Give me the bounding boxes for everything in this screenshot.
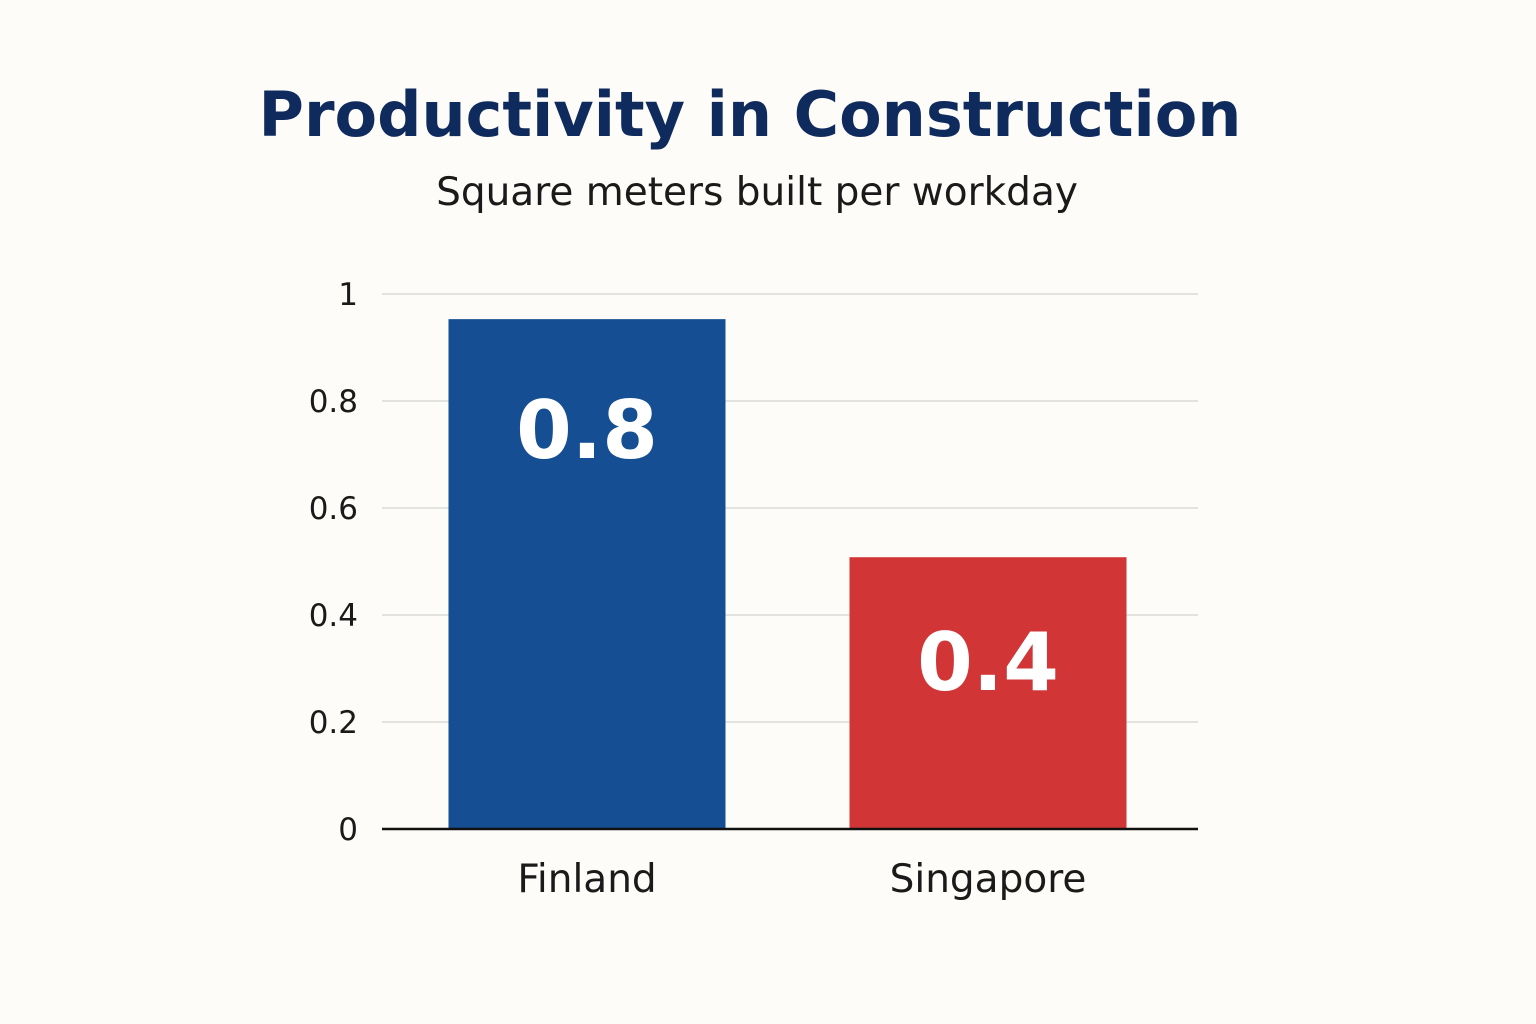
y-tick-label: 0 bbox=[338, 812, 358, 848]
chart-title: Productivity in Construction bbox=[258, 78, 1242, 151]
y-tick-label: 1 bbox=[338, 277, 358, 313]
y-tick-label: 0.6 bbox=[309, 491, 358, 527]
chart-subtitle: Square meters built per workday bbox=[436, 170, 1078, 215]
x-tick-label: Finland bbox=[517, 857, 656, 902]
y-tick-label: 0.4 bbox=[309, 598, 358, 634]
data-label: 0.4 bbox=[917, 616, 1059, 709]
data-label: 0.8 bbox=[516, 384, 658, 477]
bar-finland bbox=[448, 319, 726, 829]
x-tick-label: Singapore bbox=[890, 857, 1087, 902]
bar-singapore bbox=[849, 557, 1127, 829]
y-tick-label: 0.2 bbox=[309, 705, 358, 741]
y-tick-label: 0.8 bbox=[309, 384, 358, 420]
